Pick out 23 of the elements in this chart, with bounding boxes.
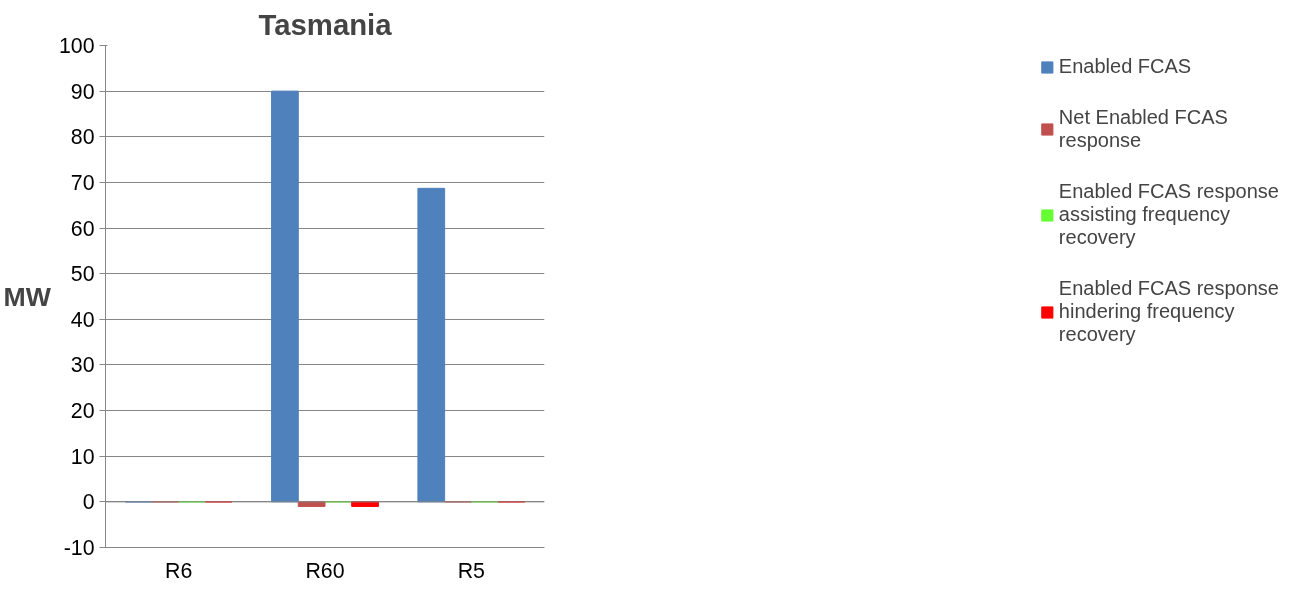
y-tick-label: 70	[70, 170, 95, 195]
y-tick-label: 0	[82, 490, 95, 515]
x-tick-label: R6	[165, 558, 193, 583]
x-tick-label: R5	[457, 558, 485, 583]
chart-title: Tasmania	[258, 7, 393, 41]
legend-label: Net Enabled FCAS response	[1058, 106, 1228, 152]
y-tick-label: 40	[70, 307, 95, 332]
x-tick-label: R60	[305, 558, 345, 583]
y-axis-title: MW	[3, 281, 52, 312]
y-tick-label: 100	[58, 34, 95, 58]
y-tick-label: 90	[70, 79, 95, 104]
y-tick-label: 10	[70, 444, 95, 469]
legend-label: Enabled FCAS response assisting frequency recovery	[1058, 180, 1279, 249]
bar	[417, 187, 446, 503]
y-tick-label: 50	[70, 262, 95, 287]
y-tick-label: -10	[63, 536, 95, 560]
y-tick-label: 80	[70, 125, 95, 150]
bar	[271, 90, 299, 503]
legend-label: Enabled FCAS	[1058, 55, 1192, 78]
y-tick-label: 60	[70, 216, 95, 241]
y-tick-label: 20	[70, 399, 95, 424]
y-tick-label: 30	[70, 353, 95, 378]
legend-label: Enabled FCAS response hindering frequency recovery	[1058, 277, 1279, 346]
